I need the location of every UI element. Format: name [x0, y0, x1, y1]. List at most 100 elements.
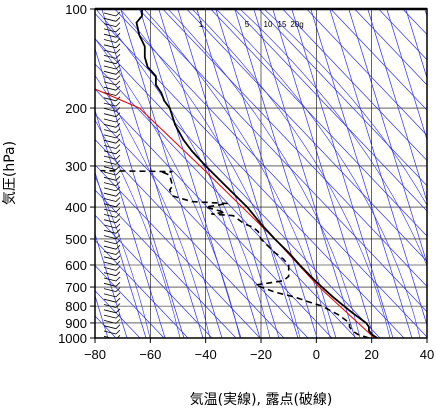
mixing-ratio-label: 5: [245, 20, 250, 29]
wind-barb: [103, 128, 121, 133]
adiabat-line: [234, 9, 427, 212]
adiabat-line: [95, 139, 285, 338]
adiabat-line: [95, 265, 165, 338]
y-tick-label: 200: [65, 101, 87, 116]
wind-barb: [103, 70, 121, 75]
wind-barb: [103, 319, 121, 324]
wind-barb: [103, 181, 121, 186]
wind-barb: [103, 218, 121, 224]
wind-barb: [103, 197, 121, 202]
wind-barb: [103, 154, 121, 160]
wind-barb: [103, 144, 121, 149]
adiabat-line: [114, 9, 427, 338]
isotherm-line: [215, 9, 318, 338]
y-tick-label: 1000: [58, 331, 87, 346]
x-axis-title: 気温(実線), 露点(破線): [190, 392, 333, 408]
wind-barb: [103, 80, 121, 86]
moist-adiabat-line: [95, 119, 181, 338]
y-tick-label: 900: [65, 316, 87, 331]
wind-barbs: [103, 11, 121, 338]
adiabat-line: [95, 239, 189, 338]
x-tick-label: 0: [313, 347, 320, 362]
wind-barb: [103, 91, 121, 96]
moist-adiabat-line: [95, 38, 241, 338]
wind-barb: [103, 250, 121, 255]
x-tick-label: −20: [250, 347, 272, 362]
adiabat-line: [162, 9, 427, 288]
wind-barb: [103, 133, 121, 139]
wind-barb: [103, 313, 121, 319]
adiabat-line: [95, 63, 357, 338]
adiabat-line: [95, 13, 405, 338]
moist-adiabat-line: [95, 9, 271, 338]
wind-barb: [103, 297, 121, 303]
sounding-lines: [95, 9, 378, 338]
isotherm-line: [95, 109, 166, 338]
wind-barb: [103, 101, 121, 107]
wind-barb: [103, 308, 121, 314]
wind-barb: [103, 165, 121, 171]
wind-barb: [103, 75, 121, 80]
mixing-ratio-label: 20g: [290, 20, 303, 29]
mixing-ratio-label: 10: [264, 20, 273, 29]
isotherm-line: [95, 232, 128, 338]
wind-barb: [103, 266, 121, 271]
wind-barb: [103, 282, 121, 287]
isotherm-line: [158, 9, 261, 338]
wind-barb: [103, 138, 121, 144]
adiabat-line: [95, 214, 213, 338]
wind-barb: [103, 117, 121, 123]
wind-barb: [103, 207, 121, 213]
isotherm-line: [272, 9, 375, 338]
y-axis-title: 気圧(hPa): [2, 141, 18, 205]
wind-barb: [103, 186, 121, 192]
moist-adiabat-line: [167, 9, 361, 338]
isotherm-line: [95, 294, 109, 338]
adiabat-line: [426, 9, 427, 10]
wind-barb: [103, 107, 121, 112]
y-tick-label: 400: [65, 200, 87, 215]
wind-barb: [103, 54, 121, 59]
moist-adiabat-line: [95, 175, 151, 338]
isotherm-line: [95, 47, 185, 338]
isotherm-line: [120, 9, 223, 338]
isotherm-line: [253, 9, 356, 338]
wind-barb: [103, 59, 121, 65]
isotherm-line: [177, 9, 280, 338]
wind-barb: [103, 38, 121, 43]
wind-barb: [103, 22, 121, 27]
x-tick-label: 20: [364, 347, 378, 362]
wind-barb: [103, 213, 121, 218]
mixing-ratio-label: 1: [199, 20, 204, 29]
wind-barb: [103, 160, 121, 165]
wind-barb: [103, 17, 121, 22]
wind-barb: [103, 32, 121, 38]
adiabat-line: [258, 9, 427, 187]
moist-adiabat-line: [239, 9, 427, 267]
wind-barb: [103, 260, 121, 266]
adiabat-line: [186, 9, 427, 262]
isotherm-line: [386, 9, 427, 141]
wind-barb: [103, 123, 121, 128]
wind-barb: [103, 64, 121, 70]
wind-barb: [103, 191, 121, 197]
wind-barb: [103, 303, 121, 308]
wind-barb: [103, 48, 121, 54]
wind-barb: [103, 170, 121, 176]
adiabat-line: [95, 88, 333, 338]
wind-barb: [103, 239, 121, 245]
adiabat-line: [95, 189, 237, 338]
moist-adiabat-line: [119, 9, 301, 338]
wind-barb: [103, 85, 121, 91]
wind-barb: [103, 202, 121, 208]
y-tick-label: 600: [65, 258, 87, 273]
isotherm-line: [139, 9, 242, 338]
wind-barb: [103, 223, 121, 229]
wind-barb: [103, 292, 121, 298]
wind-barb: [103, 271, 121, 277]
y-tick-label: 700: [65, 280, 87, 295]
mixing-ratio-labels: 1 5 10 15 20g: [199, 20, 304, 29]
adiabat-line: [306, 9, 427, 136]
